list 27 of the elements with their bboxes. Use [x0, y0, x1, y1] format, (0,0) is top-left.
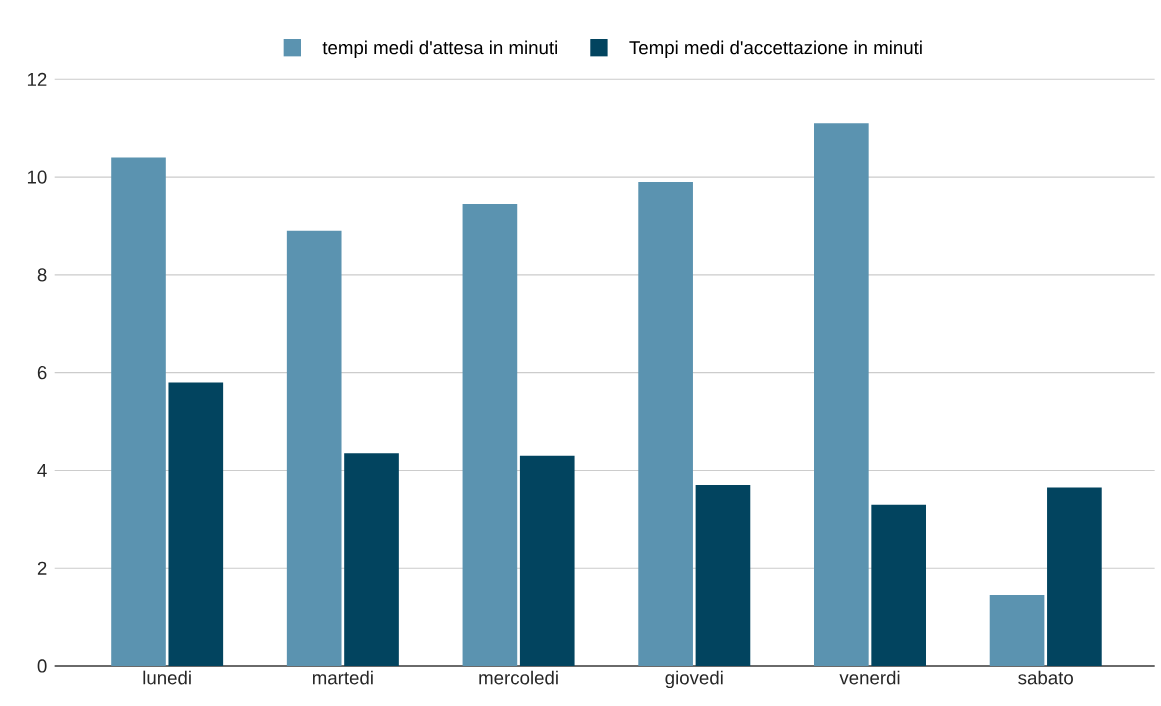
- y-tick-label: 0: [37, 659, 47, 673]
- bar: [638, 181, 693, 666]
- bar: [462, 203, 518, 666]
- y-tick-label: 8: [37, 268, 47, 282]
- x-tick-label: lunedi: [143, 670, 191, 685]
- y-tick-label: 6: [37, 366, 47, 380]
- bar: [989, 595, 1045, 666]
- bar: [871, 504, 926, 666]
- y-tick-label: 2: [37, 561, 47, 575]
- bar: [111, 157, 166, 666]
- x-tick-label: venerdi: [839, 670, 900, 685]
- legend-label: Tempi medi d'accettazione in minuti: [629, 40, 922, 58]
- bar: [344, 453, 399, 666]
- y-tick-label: 12: [27, 72, 47, 86]
- bar: [168, 382, 224, 666]
- legend-label: tempi medi d'attesa in minuti: [322, 40, 557, 58]
- bar: [1047, 487, 1102, 666]
- x-tick-label: sabato: [1018, 670, 1073, 685]
- y-tick-label: 4: [37, 464, 47, 477]
- x-tick-label: mercoledi: [479, 670, 558, 685]
- x-tick-label: martedi: [312, 670, 373, 685]
- bar: [814, 123, 869, 666]
- x-tick-label: giovedi: [665, 670, 723, 689]
- bar: [519, 455, 575, 666]
- bar: [695, 485, 751, 666]
- bar: [286, 230, 342, 666]
- y-tick-label: 10: [27, 170, 47, 184]
